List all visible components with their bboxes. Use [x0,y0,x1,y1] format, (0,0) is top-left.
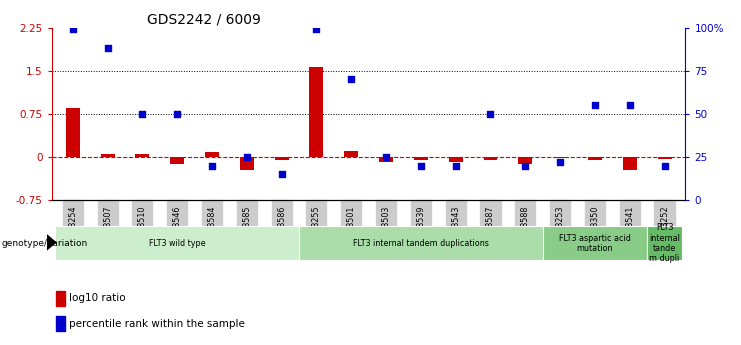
Point [171,111,183,117]
Point [624,102,636,108]
Bar [240,157,253,170]
Point [102,46,113,51]
Bar [101,154,115,157]
FancyBboxPatch shape [299,226,542,260]
Text: FLT3 wild type: FLT3 wild type [149,239,205,248]
Text: FLT3
internal
tande
m dupli: FLT3 internal tande m dupli [649,223,680,263]
Text: FLT3 aspartic acid
mutation: FLT3 aspartic acid mutation [559,234,631,253]
Point [659,163,671,168]
Point [554,159,566,165]
FancyBboxPatch shape [56,226,299,260]
Bar [657,157,671,159]
Bar [170,157,185,164]
Point [345,77,357,82]
Point [310,27,322,32]
Point [67,27,79,32]
Text: log10 ratio: log10 ratio [68,293,125,303]
Point [450,163,462,168]
Bar [66,108,80,157]
Bar [275,157,288,160]
Text: GDS2242 / 6009: GDS2242 / 6009 [147,12,261,27]
Text: genotype/variation: genotype/variation [1,239,87,248]
Bar [588,157,602,160]
Point [276,171,288,177]
Point [415,163,427,168]
Point [589,102,601,108]
Point [380,154,392,160]
Point [519,163,531,168]
Bar [56,316,65,332]
Polygon shape [47,235,56,250]
FancyBboxPatch shape [647,226,682,260]
FancyBboxPatch shape [542,226,647,260]
Bar [56,290,65,306]
Bar [205,152,219,157]
Bar [310,67,323,157]
Bar [519,157,532,164]
Text: FLT3 internal tandem duplications: FLT3 internal tandem duplications [353,239,489,248]
Point [485,111,496,117]
Bar [553,157,567,158]
Bar [345,151,358,157]
Bar [414,157,428,160]
Bar [449,157,462,161]
Bar [622,157,637,170]
Bar [484,157,497,160]
Text: percentile rank within the sample: percentile rank within the sample [68,319,245,329]
Point [136,111,148,117]
Bar [136,154,150,157]
Bar [379,157,393,161]
Point [241,154,253,160]
Point [206,163,218,168]
